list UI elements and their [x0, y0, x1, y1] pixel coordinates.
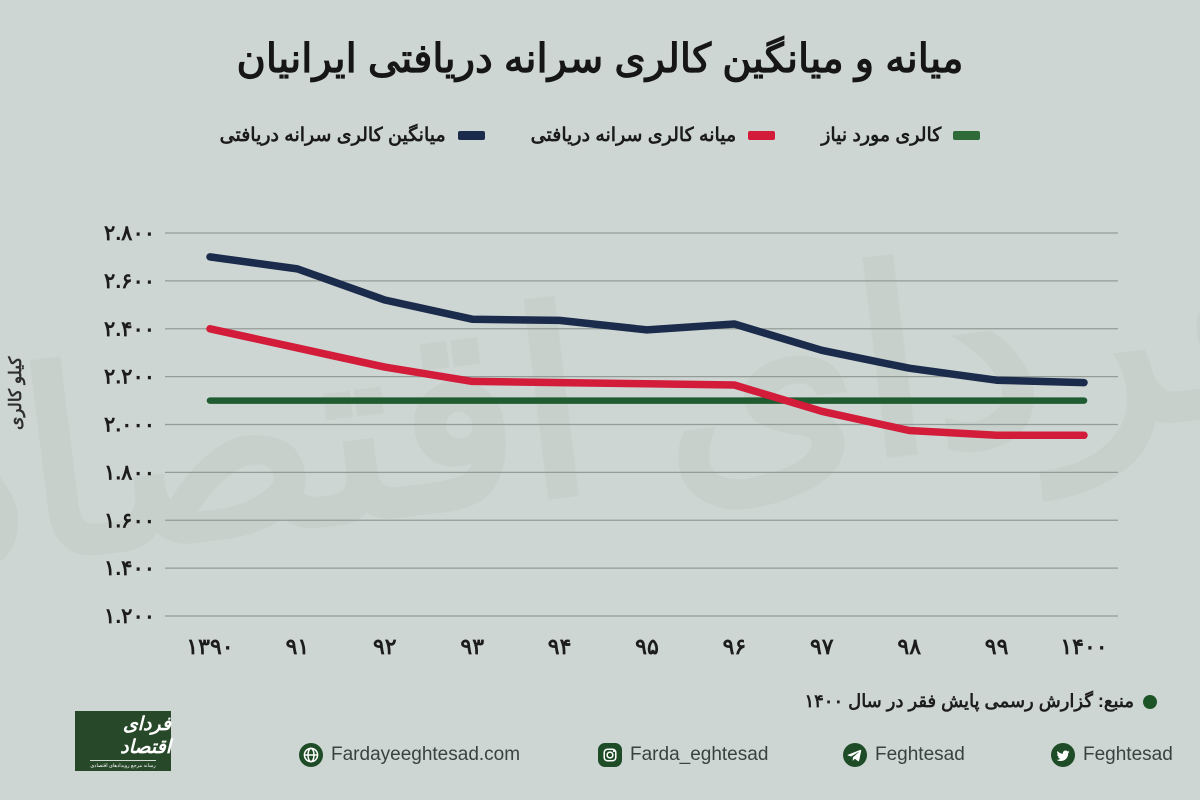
legend-label-mean: میانگین کالری سرانه دریافتی [219, 125, 446, 146]
svg-text:۲.۰۰۰: ۲.۰۰۰ [104, 414, 155, 437]
source-note-text: منبع: گزارش رسمی پایش فقر در سال ۱۴۰۰ [804, 691, 1134, 711]
globe-icon [299, 743, 323, 767]
footer-link-twitter[interactable]: Feghtesad [1051, 742, 1173, 768]
telegram-icon [843, 743, 867, 767]
brand-logo: فردای اقتصاد رسانه مرجع رویدادهای اقتصاد… [75, 711, 171, 771]
legend-item-required: کالری مورد نیاز [821, 124, 981, 147]
brand-logo-title: فردای اقتصاد [120, 712, 171, 758]
legend-item-mean: میانگین کالری سرانه دریافتی [220, 124, 485, 147]
instagram-icon [598, 743, 622, 767]
footer-twitter-label: Feghtesad [1083, 744, 1173, 765]
legend-label-required: کالری مورد نیاز [821, 125, 942, 146]
brand-logo-tagline: رسانه مرجع رویدادهای اقتصادی [90, 760, 156, 769]
svg-text:۹۹: ۹۹ [985, 634, 1009, 659]
footer-instagram-label: Farda_eghtesad [630, 744, 769, 765]
svg-text:۱۴۰۰: ۱۴۰۰ [1060, 634, 1107, 659]
source-note: منبع: گزارش رسمی پایش فقر در سال ۱۴۰۰ [804, 691, 1157, 712]
svg-text:۲.۸۰۰: ۲.۸۰۰ [104, 222, 155, 245]
svg-text:۱۳۹۰: ۱۳۹۰ [186, 634, 233, 659]
legend-swatch-required [953, 131, 981, 140]
svg-text:۹۴: ۹۴ [548, 634, 572, 659]
svg-text:۹۵: ۹۵ [635, 634, 659, 659]
footer-link-instagram[interactable]: Farda_eghtesad [598, 742, 768, 768]
twitter-icon [1051, 743, 1075, 767]
footer-website-label: Fardayeeghtesad.com [331, 744, 521, 765]
svg-text:۲.۶۰۰: ۲.۶۰۰ [104, 270, 155, 293]
svg-text:۹۲: ۹۲ [373, 634, 397, 659]
source-bullet-icon [1143, 694, 1157, 709]
legend-item-median: میانه کالری سرانه دریافتی [531, 124, 776, 147]
footer-link-website[interactable]: Fardayeeghtesad.com [299, 742, 520, 768]
footer-telegram-label: Feghtesad [875, 744, 965, 765]
y-axis-title: کیلو کالری [6, 356, 25, 431]
legend-swatch-median [748, 131, 776, 140]
svg-text:۹۷: ۹۷ [810, 634, 834, 659]
footer-link-telegram[interactable]: Feghtesad [843, 742, 965, 768]
svg-text:۲.۲۰۰: ۲.۲۰۰ [104, 366, 155, 389]
svg-text:۱.۶۰۰: ۱.۶۰۰ [104, 509, 155, 532]
svg-text:۹۱: ۹۱ [286, 634, 310, 659]
svg-text:۱.۸۰۰: ۱.۸۰۰ [104, 461, 155, 484]
svg-text:۹۳: ۹۳ [460, 634, 484, 659]
page-title: میانه و میانگین کالری سرانه دریافتی ایرا… [236, 37, 964, 81]
chart-legend: میانگین کالری سرانه دریافتی میانه کالری … [0, 124, 1200, 147]
svg-text:۹۸: ۹۸ [897, 634, 921, 659]
svg-text:۹۶: ۹۶ [723, 634, 747, 659]
svg-text:۲.۴۰۰: ۲.۴۰۰ [104, 318, 155, 341]
svg-text:۱.۴۰۰: ۱.۴۰۰ [104, 557, 155, 580]
legend-label-median: میانه کالری سرانه دریافتی [530, 125, 737, 146]
svg-text:۱.۲۰۰: ۱.۲۰۰ [104, 605, 155, 628]
legend-swatch-mean [457, 131, 485, 140]
